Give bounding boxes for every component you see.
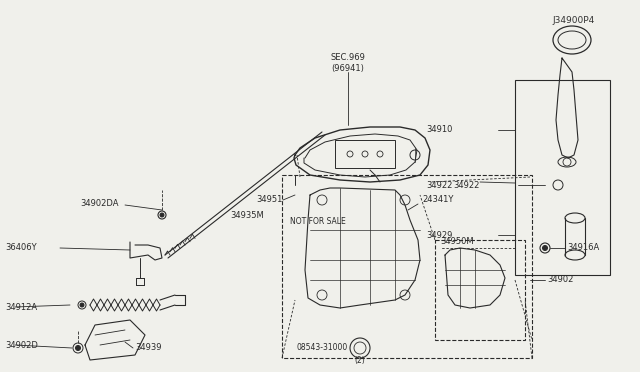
Text: (96941): (96941) [332,64,364,73]
Text: NOT FOR SALE: NOT FOR SALE [290,218,346,227]
Text: 34902D: 34902D [5,340,38,350]
Text: SEC.969: SEC.969 [331,54,365,62]
Text: 34902: 34902 [547,276,573,285]
Text: 34922: 34922 [427,180,453,189]
Text: 34935M: 34935M [230,211,264,219]
Text: 34951: 34951 [257,196,283,205]
Text: 34910: 34910 [427,125,453,135]
Text: 34939: 34939 [135,343,161,353]
Text: 08543-31000: 08543-31000 [296,343,348,353]
Bar [335,140,395,168]
Text: 34912A: 34912A [5,302,37,311]
Bar [435,240,525,340]
Bar [282,175,532,358]
Text: 34922: 34922 [454,180,480,189]
Circle shape [80,303,84,307]
Text: (2): (2) [355,356,365,365]
Text: 24341Y: 24341Y [422,196,453,205]
Circle shape [76,346,81,350]
Text: 34950M: 34950M [440,237,474,247]
Text: 34902DA: 34902DA [80,199,118,208]
Circle shape [160,213,164,217]
Text: 34929: 34929 [427,231,453,240]
Circle shape [543,246,547,250]
Bar [515,80,610,275]
Text: J34900P4: J34900P4 [553,16,595,25]
Text: 36406Y: 36406Y [5,244,36,253]
Text: 34916A: 34916A [567,244,599,253]
